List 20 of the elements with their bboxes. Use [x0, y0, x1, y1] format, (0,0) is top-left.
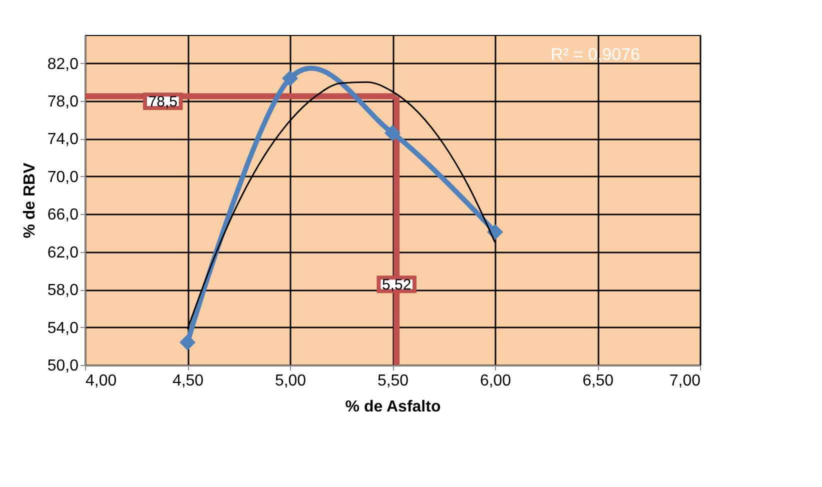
- y-tick-label: 58,0: [47, 282, 79, 300]
- y-tick-label: 66,0: [47, 206, 79, 224]
- y-tick-label: 82,0: [47, 56, 79, 73]
- y-tick-label: 50,0: [47, 358, 79, 374]
- x-tick-label: 6,50: [582, 372, 614, 390]
- x-tick-label: 4,50: [172, 372, 204, 390]
- x-tick-label: 7,00: [669, 372, 701, 390]
- x-tick-label: 5,50: [377, 372, 409, 390]
- y-tick-label: 70,0: [47, 168, 79, 186]
- ref-line-label: 78,5: [148, 93, 178, 110]
- x-tick-label: 5,00: [274, 372, 306, 390]
- ref-line-label: 5,52: [382, 276, 412, 294]
- y-axis-title: % de RBV: [21, 162, 38, 238]
- x-tick-label: 4,00: [86, 372, 117, 390]
- y-tick-label: 62,0: [47, 244, 79, 262]
- y-tick-label: 74,0: [47, 131, 79, 148]
- x-axis-title: % de Asfalto: [345, 398, 441, 416]
- y-tick-label: 54,0: [47, 320, 79, 337]
- x-tick-label: 6,00: [480, 372, 512, 390]
- y-tick-label: 78,0: [47, 94, 79, 110]
